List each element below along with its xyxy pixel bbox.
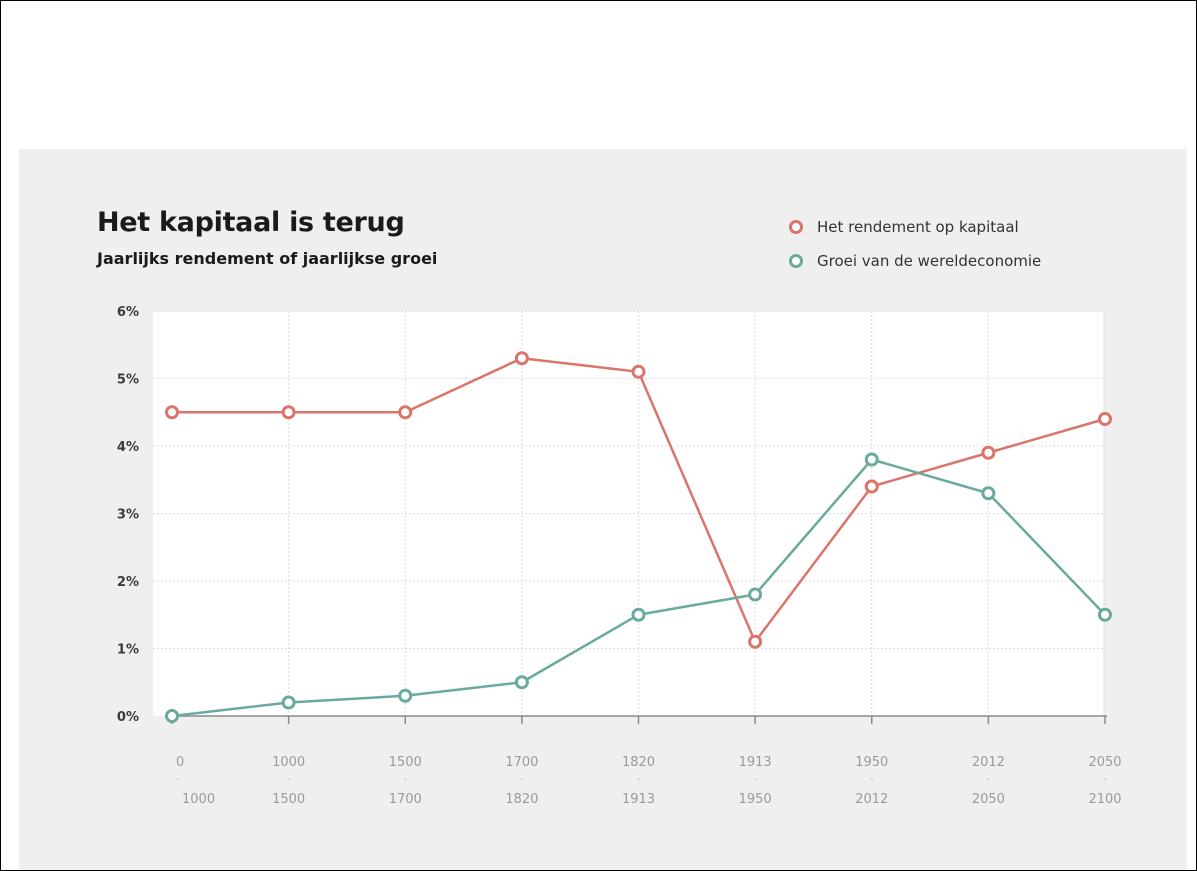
- y-axis: 0% 1% 2% 3% 4% 5% 6%: [117, 305, 139, 725]
- chart-subtitle: Jaarlijks rendement of jaarlijkse groei: [97, 249, 438, 268]
- x-tick-label-dash-5: -: [753, 774, 757, 785]
- series-0-point-3: [514, 351, 529, 366]
- legend-marker-groei: [789, 254, 803, 268]
- legend-item-rendement: Het rendement op kapitaal: [789, 217, 1041, 237]
- y-tick-label-0: 0%: [117, 710, 139, 725]
- y-tick-label-5: 5%: [117, 373, 139, 388]
- x-tick-label-to-0: 1000: [182, 792, 215, 807]
- series-1-point-0: [165, 709, 179, 723]
- x-tick-label-from-6: 1950: [855, 755, 888, 770]
- series-0-point-0: [165, 405, 179, 420]
- x-tick-label-dash-1: -: [287, 774, 291, 785]
- x-axis: 0-10001000-15001500-17001700-18201820-19…: [171, 715, 1122, 807]
- series-1-point-8: [1098, 607, 1112, 622]
- x-tick-label-dash-2: -: [403, 774, 407, 785]
- series-0-point-1: [281, 405, 296, 420]
- series-0-point-4: [631, 364, 646, 379]
- series-group: [165, 351, 1112, 723]
- x-tick-label-to-8: 2100: [1088, 792, 1121, 807]
- x-tick-label-to-3: 1820: [505, 792, 538, 807]
- series-0-point-7: [981, 445, 996, 460]
- line-chart: 0%1%2%3%4%5%6% 0-10001000-15001500-17001…: [117, 305, 1122, 807]
- series-1-point-6: [864, 452, 879, 467]
- series-1-point-1: [281, 695, 296, 710]
- x-tick-label-dash-4: -: [637, 774, 641, 785]
- x-tick-label-to-2: 1700: [389, 792, 422, 807]
- chart-title: Het kapitaal is terug: [97, 207, 405, 238]
- y-tick-label-4: 4%: [117, 440, 139, 455]
- x-tick-label-dash-6: -: [870, 774, 874, 785]
- legend-label-rendement: Het rendement op kapitaal: [817, 218, 1019, 236]
- legend-label-groei: Groei van de wereldeconomie: [817, 252, 1042, 270]
- x-tick-label-dash-3: -: [520, 774, 524, 785]
- series-1-point-4: [631, 607, 646, 622]
- x-tick-label-from-5: 1913: [739, 755, 772, 770]
- x-tick-label-dash-8: -: [1103, 774, 1107, 785]
- x-tick-label-to-5: 1950: [739, 792, 772, 807]
- y-tick-label-1: 1%: [117, 643, 139, 658]
- series-1-point-5: [748, 587, 763, 602]
- series-0-point-6: [864, 479, 879, 494]
- x-tick-label-dash-7: -: [987, 774, 991, 785]
- x-tick-label-to-4: 1913: [622, 792, 655, 807]
- series-0-point-8: [1098, 412, 1112, 426]
- x-tick-label-to-7: 2050: [972, 792, 1005, 807]
- series-1-point-2: [398, 688, 413, 703]
- series-0-point-5: [748, 634, 763, 649]
- y-tick-label-2: 2%: [117, 575, 139, 590]
- x-tick-label-from-0: 0: [176, 755, 184, 770]
- legend: Het rendement op kapitaal Groei van de w…: [789, 217, 1041, 285]
- legend-marker-rendement: [789, 220, 803, 234]
- x-tick-label-from-8: 2050: [1088, 755, 1121, 770]
- series-1-point-7: [981, 486, 996, 501]
- chart-panel: Het kapitaal is terug Jaarlijks rendemen…: [19, 149, 1187, 870]
- x-tick-label-from-3: 1700: [505, 755, 538, 770]
- x-tick-label-from-7: 2012: [972, 755, 1005, 770]
- series-1-point-3: [514, 675, 529, 690]
- x-tick-label-from-2: 1500: [389, 755, 422, 770]
- y-tick-label-3: 3%: [117, 508, 139, 523]
- x-tick-label-from-4: 1820: [622, 755, 655, 770]
- legend-item-groei: Groei van de wereldeconomie: [789, 251, 1041, 271]
- plot-area: [153, 311, 1103, 716]
- x-tick-label-dash-0: -: [176, 774, 180, 785]
- x-tick-label-to-6: 2012: [855, 792, 888, 807]
- x-tick-label-from-1: 1000: [272, 755, 305, 770]
- y-tick-label-6: 6%: [117, 305, 139, 320]
- x-tick-label-to-1: 1500: [272, 792, 305, 807]
- series-0-point-2: [398, 405, 413, 420]
